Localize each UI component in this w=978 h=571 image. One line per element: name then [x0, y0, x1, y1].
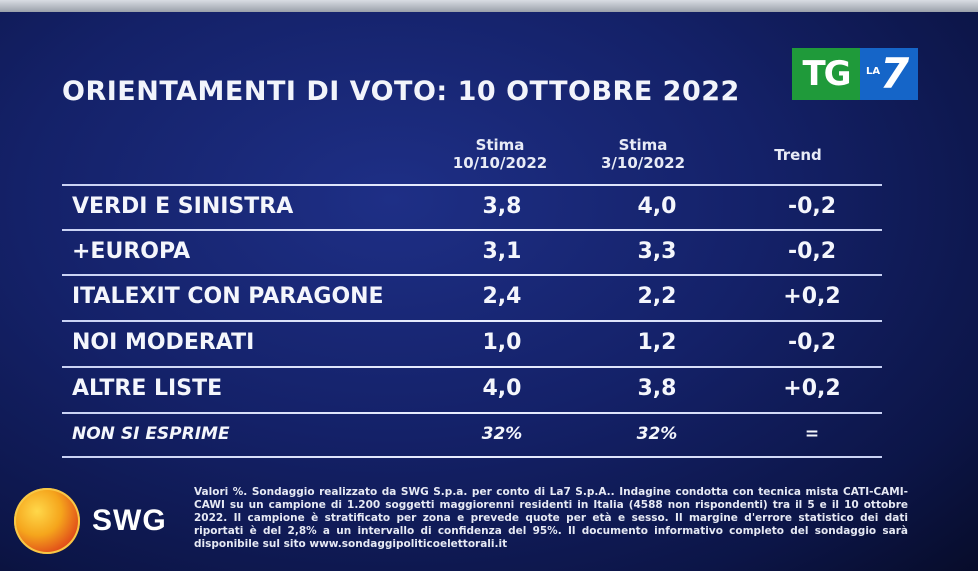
column-header-stima-3-10: Stima 3/10/2022	[578, 136, 708, 172]
column-header-trend: Trend	[774, 146, 822, 164]
value-trend: -0,2	[787, 330, 837, 355]
value-previous: 3,8	[637, 376, 677, 401]
la7-logo-seven: 7	[880, 49, 910, 98]
tg-logo-text: TG	[792, 48, 860, 100]
methodology-footnote: Valori %. Sondaggio realizzato da SWG S.…	[194, 486, 908, 550]
row-divider	[62, 184, 882, 186]
value-previous: 2,2	[637, 284, 677, 309]
value-previous: 4,0	[637, 194, 677, 219]
value-previous: 1,2	[637, 330, 677, 355]
value-current: 4,0	[482, 376, 522, 401]
value-trend: -0,2	[787, 239, 837, 264]
row-divider	[62, 320, 882, 322]
value-previous: 3,3	[637, 239, 677, 264]
row-divider	[62, 412, 882, 414]
tg-la7-logo: TG LA 7	[792, 48, 918, 100]
row-divider	[62, 229, 882, 231]
column-header-line2: 3/10/2022	[600, 154, 686, 172]
swg-logo: SWG	[14, 488, 184, 558]
party-label: ITALEXIT CON PARAGONE	[72, 284, 384, 309]
value-trend: -0,2	[787, 194, 837, 219]
table-row: +EUROPA 3,1 3,3 -0,2	[62, 229, 882, 273]
value-trend: +0,2	[783, 284, 841, 309]
party-label: NOI MODERATI	[72, 330, 255, 355]
table-row: ITALEXIT CON PARAGONE 2,4 2,2 +0,2	[62, 274, 882, 318]
swg-logo-text: SWG	[92, 504, 167, 537]
value-trend: +0,2	[783, 376, 841, 401]
column-header-stima-10-10: Stima 10/10/2022	[430, 136, 570, 172]
value-previous: 32%	[636, 424, 678, 444]
table-row: VERDI E SINISTRA 3,8 4,0 -0,2	[62, 184, 882, 228]
party-label: ALTRE LISTE	[72, 376, 223, 401]
party-label: NON SI ESPRIME	[72, 424, 230, 444]
row-divider	[62, 274, 882, 276]
column-header-line1: Stima	[475, 136, 525, 154]
swg-globe-icon	[14, 488, 80, 554]
party-label: +EUROPA	[72, 239, 191, 264]
party-label: VERDI E SINISTRA	[72, 194, 294, 219]
table-row: NOI MODERATI 1,0 1,2 -0,2	[62, 320, 882, 364]
tv-bezel	[0, 0, 978, 12]
table-row: ALTRE LISTE 4,0 3,8 +0,2	[62, 366, 882, 410]
column-header-line2: 10/10/2022	[452, 154, 548, 172]
table-row: NON SI ESPRIME 32% 32% =	[62, 412, 882, 456]
value-current: 1,0	[482, 330, 522, 355]
page-title: ORIENTAMENTI DI VOTO: 10 OTTOBRE 2022	[62, 76, 740, 107]
table-bottom-divider	[62, 456, 882, 458]
column-header-line1: Stima	[618, 136, 668, 154]
la7-logo: LA 7	[860, 48, 918, 100]
la7-logo-la: LA	[866, 66, 881, 77]
value-current: 3,1	[482, 239, 522, 264]
value-current: 3,8	[482, 194, 522, 219]
value-trend: =	[804, 424, 820, 444]
value-current: 32%	[481, 424, 523, 444]
value-current: 2,4	[482, 284, 522, 309]
row-divider	[62, 366, 882, 368]
